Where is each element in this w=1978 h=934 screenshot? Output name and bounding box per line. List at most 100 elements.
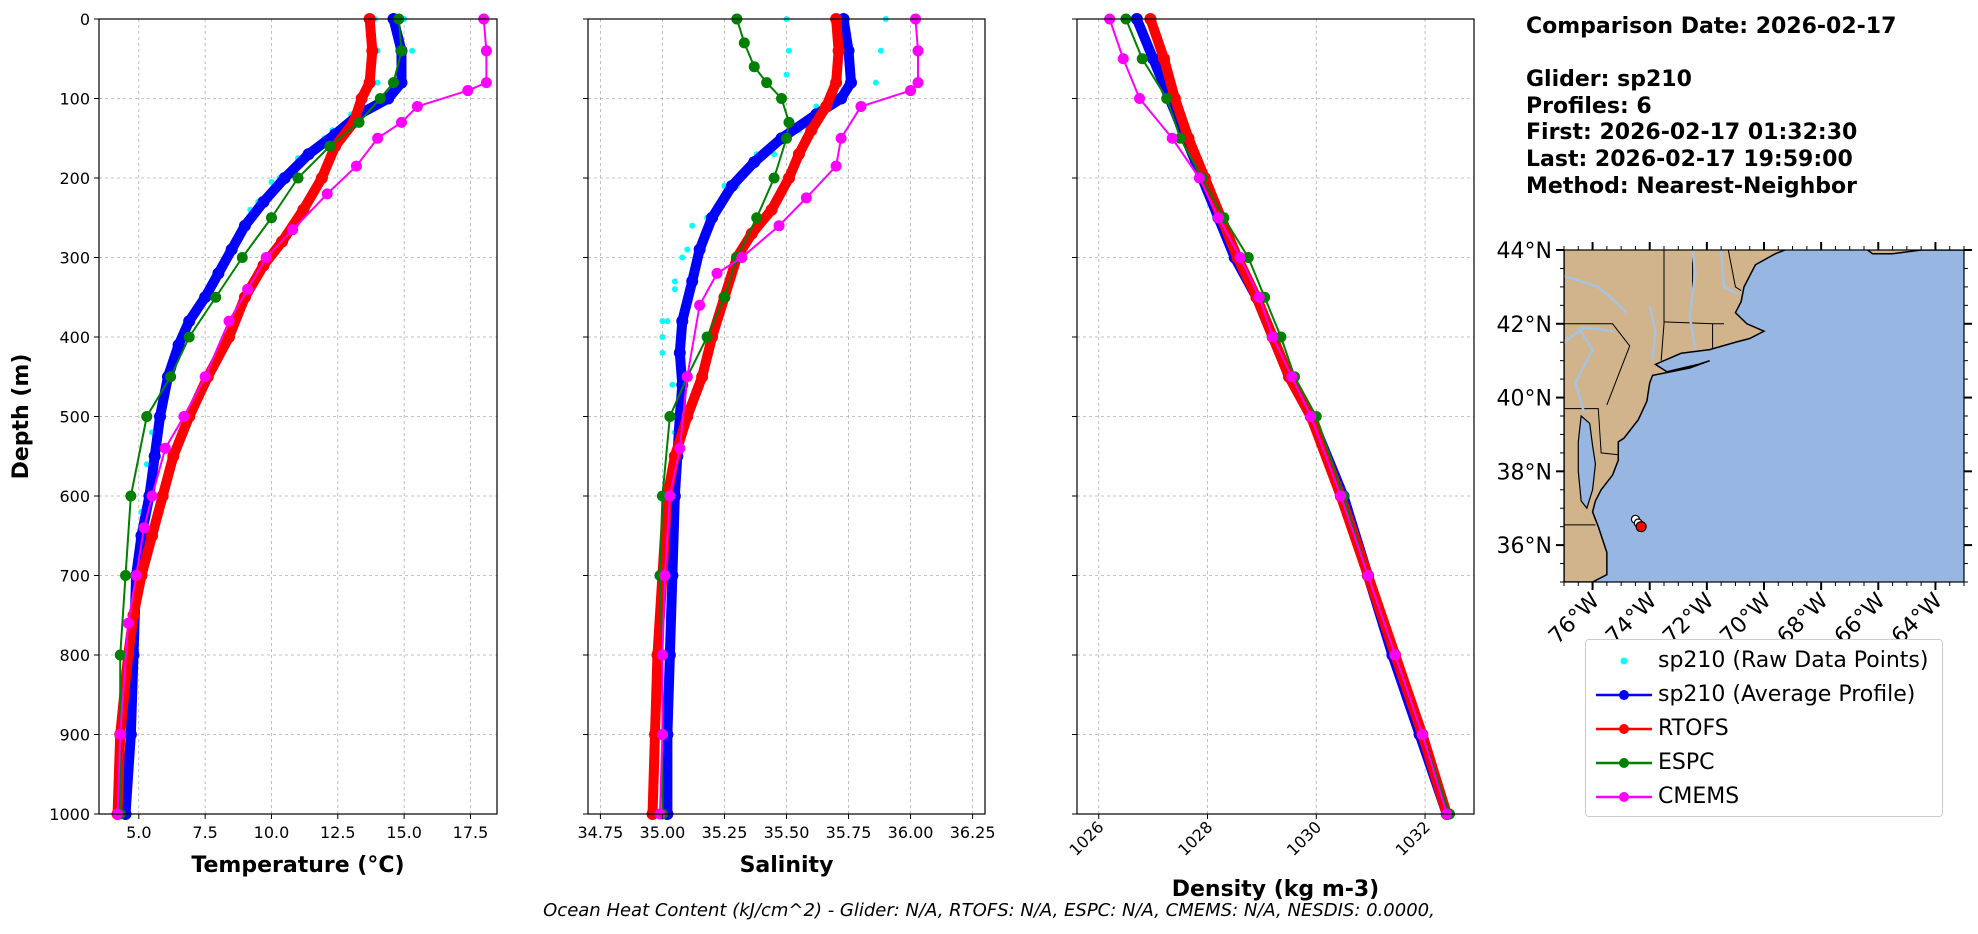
data-point <box>659 570 671 581</box>
y-tick-label: 400 <box>59 328 90 347</box>
legend-line-icon <box>1596 792 1652 802</box>
data-point <box>701 331 713 343</box>
y-tick-label: 1000 <box>49 805 90 824</box>
series-line <box>1108 18 1448 815</box>
data-point <box>912 77 924 89</box>
x-axis-label: Density (kg m-3) <box>1172 877 1380 902</box>
legend-label: ESPC <box>1658 750 1715 775</box>
data-point <box>395 76 408 89</box>
series-line <box>116 18 488 815</box>
state-border <box>1660 250 1665 361</box>
data-point <box>792 148 805 161</box>
data-point <box>154 410 167 423</box>
data-point <box>718 291 730 303</box>
data-point <box>830 160 842 172</box>
data-point <box>711 267 723 279</box>
data-point <box>167 450 180 463</box>
lat-label: 38°N <box>1497 460 1552 485</box>
river <box>1719 250 1739 296</box>
data-point <box>138 522 150 534</box>
data-point <box>480 45 492 57</box>
data-point <box>832 44 845 57</box>
series-espc <box>114 13 407 820</box>
data-point <box>656 729 668 740</box>
state-border <box>1727 250 1742 291</box>
data-point <box>835 132 847 144</box>
data-point <box>165 371 177 383</box>
data-point <box>355 92 368 105</box>
x-tick-label: 35.50 <box>764 823 810 842</box>
data-point <box>114 729 126 740</box>
series-cmems <box>112 13 492 820</box>
x-axis-label: Temperature (°C) <box>191 853 404 878</box>
data-point <box>120 570 132 581</box>
lat-label: 40°N <box>1497 387 1552 412</box>
ohc-text: Ocean Heat Content (kJ/cm^2) - Glider: N… <box>543 900 1435 921</box>
legend: sp210 (Raw Data Points) sp210 (Average P… <box>1585 639 1943 817</box>
raw-data-point <box>659 318 666 325</box>
data-point <box>776 93 788 104</box>
data-point <box>278 172 291 184</box>
data-point <box>656 649 668 661</box>
profile-count: Profiles: 6 <box>1526 93 1652 119</box>
data-point <box>1134 93 1146 104</box>
data-point <box>1389 649 1401 661</box>
data-point <box>800 192 812 204</box>
raw-data-point <box>872 79 879 86</box>
legend-label: CMEMS <box>1658 784 1740 809</box>
x-tick-label: 7.5 <box>192 823 217 842</box>
data-point <box>302 148 315 161</box>
data-point <box>238 219 251 232</box>
y-tick-label: 800 <box>59 646 90 665</box>
data-point <box>845 76 858 89</box>
legend-item-raw: sp210 (Raw Data Points) <box>1586 644 1942 678</box>
y-tick-label: 300 <box>59 249 90 268</box>
data-point <box>374 93 386 104</box>
data-point <box>736 252 748 263</box>
data-point <box>696 370 709 383</box>
legend-line-icon <box>1596 724 1652 734</box>
legend-item-average: sp210 (Average Profile) <box>1586 678 1942 712</box>
y-tick-label: 700 <box>59 567 90 586</box>
data-point <box>835 92 848 105</box>
data-point <box>411 100 423 112</box>
lat-label: 42°N <box>1497 313 1552 338</box>
raw-data-point <box>783 71 790 78</box>
data-point <box>480 77 492 89</box>
data-point <box>1335 490 1347 502</box>
data-point <box>912 45 924 57</box>
legend-item-cmems: CMEMS <box>1586 780 1942 814</box>
y-tick-label: 200 <box>59 169 90 188</box>
data-point <box>363 76 376 89</box>
data-point <box>664 490 676 502</box>
method: Method: Nearest-Neighbor <box>1526 173 1857 199</box>
x-tick-label: 36.00 <box>888 823 934 842</box>
data-point <box>130 570 142 581</box>
glider-name: Glider: sp210 <box>1526 67 1692 93</box>
raw-data-point <box>679 254 686 261</box>
data-point <box>1305 411 1317 422</box>
data-point <box>783 116 795 128</box>
data-point <box>183 315 196 328</box>
chart-panel-3: 1026 1028 1030 1032 Density (kg m-3) <box>1065 13 1475 902</box>
y-tick-label: 100 <box>59 90 90 109</box>
y-tick-label: 600 <box>59 487 90 506</box>
data-point <box>146 490 158 502</box>
data-point <box>462 85 474 97</box>
series-cmems <box>1104 13 1453 820</box>
series-line <box>112 14 378 819</box>
y-tick-label: 900 <box>59 726 90 745</box>
data-point <box>114 649 126 661</box>
data-point <box>372 132 384 144</box>
chesapeake-bay <box>1577 414 1597 510</box>
data-point <box>1168 92 1181 105</box>
legend-marker-icon <box>1620 657 1628 665</box>
river <box>1564 274 1628 314</box>
data-point <box>765 203 778 216</box>
data-point <box>236 252 248 263</box>
data-point <box>748 156 761 169</box>
river <box>1564 326 1613 344</box>
data-point <box>388 77 400 89</box>
x-tick-label: 36.25 <box>950 823 996 842</box>
